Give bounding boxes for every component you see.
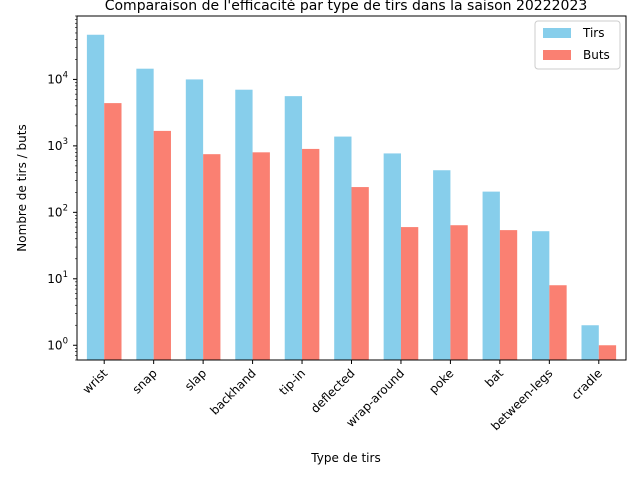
plot-frame — [76, 15, 627, 361]
legend-swatch-buts — [543, 50, 571, 60]
y-axis-label: Nombre de tirs / buts — [15, 124, 29, 251]
y-tick-label: 104 — [47, 70, 68, 86]
y-tick-label: 102 — [47, 203, 68, 219]
bar-tirs-snap — [136, 68, 154, 360]
y-tick-label: 103 — [47, 137, 68, 153]
chart-title: Comparaison de l'efficacité par type de … — [105, 0, 588, 14]
bar-tirs-backhand — [235, 89, 253, 361]
legend-label-tirs: Tirs — [582, 26, 604, 40]
legend: Tirs Buts — [534, 20, 621, 70]
bar-tirs-poke — [433, 170, 451, 360]
bar-buts-slap — [203, 154, 221, 360]
bar-tirs-wrist — [86, 34, 105, 360]
bar-buts-snap — [153, 130, 171, 360]
bars-group — [86, 34, 617, 361]
bar-buts-wrap-around — [400, 227, 419, 360]
x-axis-label: Type de tirs — [310, 451, 380, 465]
bar-buts-bat — [499, 230, 518, 360]
bar-tirs-slap — [185, 79, 204, 361]
bar-buts-between-legs — [549, 285, 567, 360]
bar-tirs-tip-in — [284, 96, 303, 361]
bar-tirs-between-legs — [532, 231, 550, 360]
bar-buts-tip-in — [302, 148, 320, 360]
bar-buts-deflected — [351, 187, 369, 360]
bar-tirs-wrap-around — [383, 153, 401, 360]
bar-tirs-deflected — [334, 136, 352, 360]
bar-buts-poke — [450, 225, 468, 360]
legend-label-buts: Buts — [583, 48, 610, 62]
legend-swatch-tirs — [543, 28, 571, 38]
bar-buts-backhand — [252, 152, 270, 360]
bar-buts-wrist — [104, 103, 122, 361]
y-tick-label: 100 — [47, 336, 68, 352]
bar-tirs-cradle — [581, 325, 599, 360]
y-axis: 100 101 102 103 104 — [47, 15, 77, 361]
y-tick-label: 101 — [47, 270, 68, 286]
bar-buts-cradle — [598, 345, 617, 360]
bar-tirs-bat — [482, 191, 500, 360]
